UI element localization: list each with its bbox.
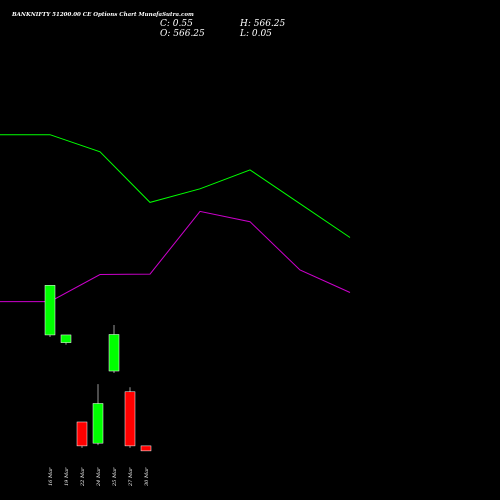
candle-22-mar xyxy=(76,421,88,448)
indicator-lines xyxy=(0,134,351,303)
x-tick-label: 27 Mar xyxy=(128,467,134,487)
candle-24-mar xyxy=(92,384,104,446)
candle-body xyxy=(92,403,104,444)
candle-body xyxy=(124,391,136,447)
readout-open: O: 566.25 xyxy=(160,29,205,39)
x-tick-label: 25 Mar xyxy=(112,467,118,487)
candles xyxy=(44,285,152,452)
candle-body xyxy=(108,334,120,372)
candle-27-mar xyxy=(124,387,136,448)
x-tick-label: 24 Mar xyxy=(96,467,102,487)
x-tick-label: 30 Mar xyxy=(144,467,150,486)
x-axis-ticks: 16 Mar 19 Mar 22 Mar 24 Mar 25 Mar 27 Mar 30 M… xyxy=(48,467,150,487)
indicator-line-2 xyxy=(0,210,351,303)
candle-body xyxy=(60,334,72,343)
candle-body xyxy=(44,285,56,336)
candle-19-mar xyxy=(60,334,72,345)
x-tick-label: 16 Mar xyxy=(48,467,54,486)
candle-body xyxy=(76,421,88,447)
candle-25-mar xyxy=(108,325,120,374)
indicator-line-1 xyxy=(0,134,351,238)
readout-low: L: 0.05 xyxy=(239,29,272,39)
readout-close: C: 0.55 xyxy=(160,19,193,29)
candle-16-mar xyxy=(44,285,56,337)
chart-title: BANKNIFTY 51200.00 CE Options Chart Muna… xyxy=(11,12,194,18)
readout-high: H: 566.25 xyxy=(239,19,286,29)
candle-30-mar xyxy=(140,445,152,452)
x-tick-label: 22 Mar xyxy=(80,467,86,487)
x-tick-label: 19 Mar xyxy=(64,467,70,486)
candle-body xyxy=(140,445,152,452)
